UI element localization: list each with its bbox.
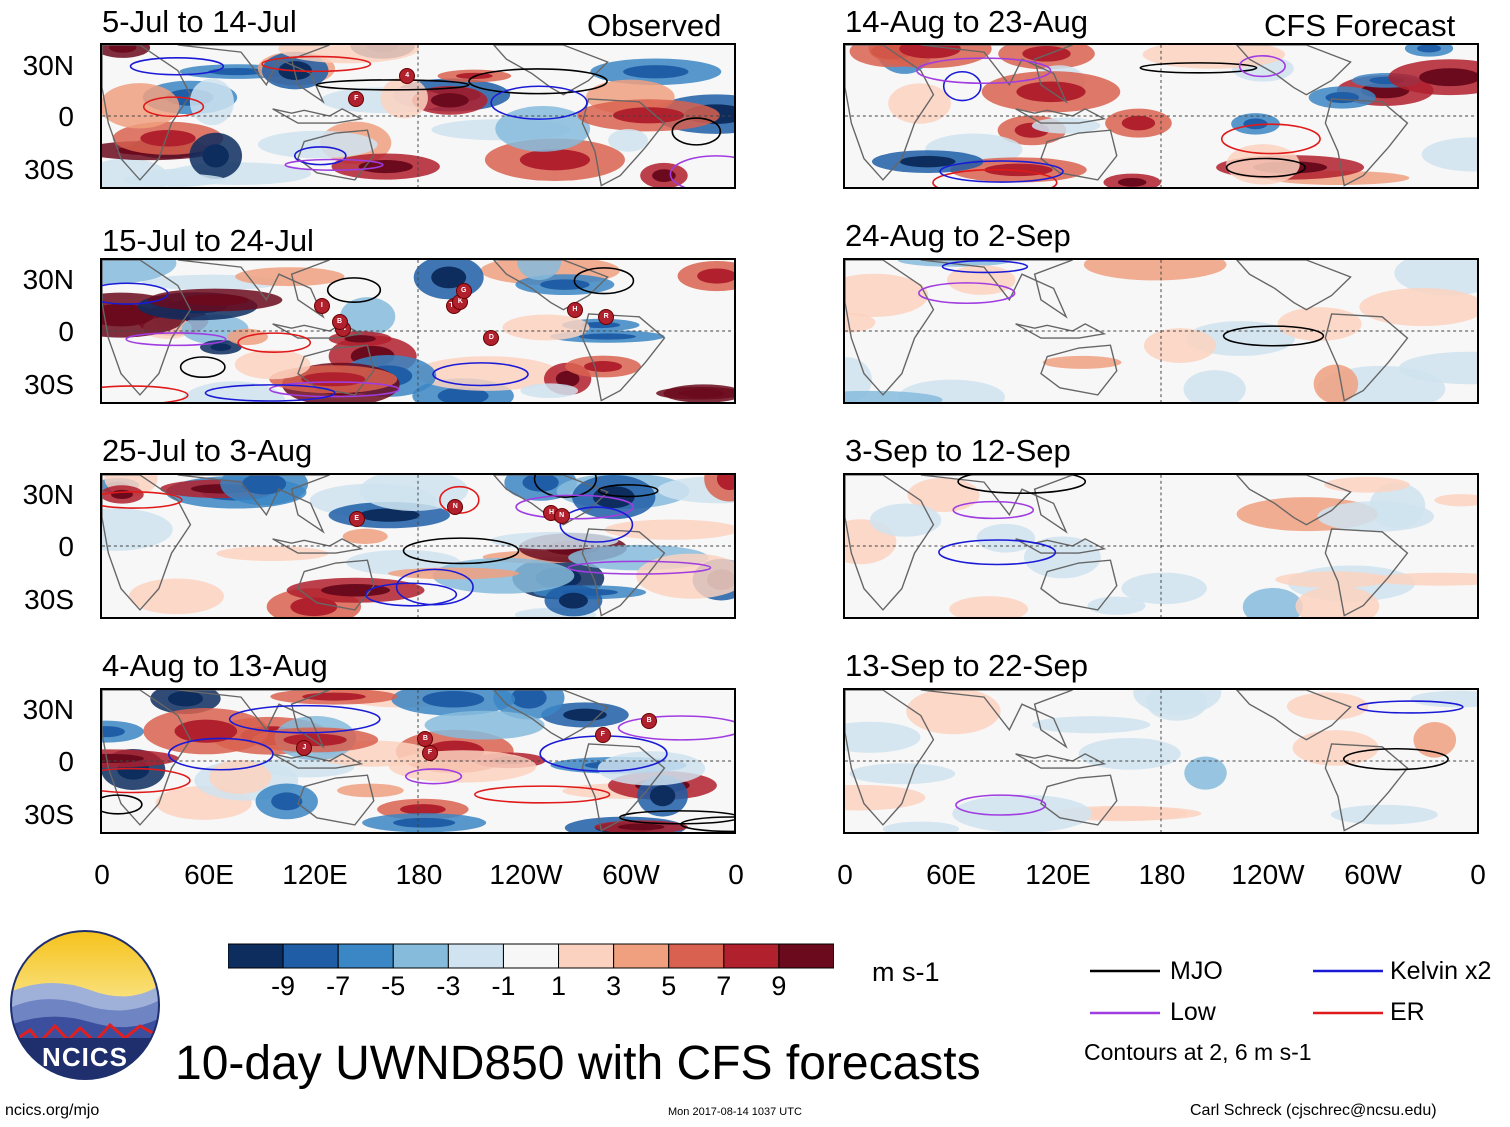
storm-marker: F <box>594 727 611 744</box>
storm-marker: J <box>296 739 313 756</box>
panel-title-4: 4-Aug to 13-Aug <box>102 648 328 683</box>
colorbar-cell <box>447 943 504 969</box>
lon-label: 180 <box>395 859 443 890</box>
lon-label: 60W <box>1344 859 1402 890</box>
lon-label: 0 <box>837 859 853 890</box>
panel-title-2: 15-Jul to 24-Jul <box>102 223 314 258</box>
contour-note: Contours at 2, 6 m s-1 <box>1084 1039 1312 1065</box>
ncics-logo-text: NCICS <box>42 1042 128 1072</box>
storm-marker: F <box>348 90 365 107</box>
panel-title-6: 24-Aug to 2-Sep <box>845 218 1071 253</box>
lon-label: 120E <box>1025 859 1091 890</box>
colorbar-cell <box>228 943 284 969</box>
storm-marker: B <box>417 731 434 748</box>
lon-label: 120W <box>489 859 563 890</box>
storm-marker: G <box>455 283 472 300</box>
header-cfs-forecast: CFS Forecast <box>1264 8 1456 43</box>
colorbar-tick-label: 5 <box>661 971 677 1001</box>
panel-title-1: 5-Jul to 14-Jul <box>102 4 297 39</box>
colorbar-tick-label: -9 <box>271 971 296 1001</box>
storm-marker: 4 <box>399 68 416 85</box>
colorbar-cell <box>502 943 560 969</box>
storm-marker: I <box>313 297 330 314</box>
colorbar-tick-label: 1 <box>551 971 567 1001</box>
colorbar <box>228 943 834 969</box>
map-panel-2: TSRNKBIGHD <box>100 258 736 404</box>
colorbar-tick-label: -7 <box>326 971 351 1001</box>
colorbar-cell <box>613 943 670 969</box>
colorbar-cell <box>392 943 449 969</box>
footer-author: Carl Schreck (cjschrec@ncsu.edu) <box>1190 1102 1437 1119</box>
lon-label: 60W <box>602 859 660 890</box>
lon-label: 0 <box>728 859 744 890</box>
legend-low-label: Low <box>1170 998 1216 1026</box>
lat-label: 0 <box>58 746 74 777</box>
ncics-logo: NCICS <box>10 930 160 1080</box>
legend-er-label: ER <box>1390 998 1425 1026</box>
colorbar-cell <box>337 943 394 969</box>
colorbar-cell <box>558 943 615 969</box>
panel-title-7: 3-Sep to 12-Sep <box>845 433 1071 468</box>
storm-marker: B <box>331 314 348 331</box>
colorbar-cell <box>723 943 780 969</box>
lat-label: 0 <box>58 531 74 562</box>
lat-label: 0 <box>58 101 74 132</box>
colorbar-tick-label: 3 <box>606 971 622 1001</box>
colorbar-tick-label: -5 <box>381 971 406 1001</box>
lat-label: 30S <box>24 799 74 830</box>
storm-marker: R <box>598 309 615 326</box>
lat-label: 30N <box>22 264 74 295</box>
legend-kelvin-label: Kelvin x2 <box>1390 957 1492 985</box>
header-observed: Observed <box>587 8 722 43</box>
panel-title-8: 13-Sep to 22-Sep <box>845 648 1089 683</box>
storm-marker: F <box>422 745 438 762</box>
lon-label: 60E <box>184 859 234 890</box>
lat-label: 0 <box>58 316 74 347</box>
panel-title-5: 14-Aug to 23-Aug <box>845 4 1089 39</box>
lat-label: 30N <box>22 479 74 510</box>
lon-label: 120W <box>1231 859 1305 890</box>
colorbar-tick-label: -3 <box>436 971 461 1001</box>
footer-timestamp: Mon 2017-08-14 1037 UTC <box>668 1106 802 1118</box>
lat-label: 30S <box>24 369 74 400</box>
storm-marker: D <box>483 330 500 347</box>
map-panel-8 <box>843 688 1479 834</box>
map-panel-7 <box>843 473 1479 619</box>
colorbar-cell <box>282 943 339 969</box>
colorbar-tick-label: 9 <box>771 971 787 1001</box>
lon-label: 60E <box>926 859 976 890</box>
colorbar-tick-label: -1 <box>491 971 516 1001</box>
panel-title-3: 25-Jul to 3-Aug <box>102 433 313 468</box>
lat-label: 30S <box>24 154 74 185</box>
lat-label: 30N <box>22 694 74 725</box>
lon-label: 0 <box>94 859 110 890</box>
colorbar-cell <box>778 943 834 969</box>
storm-marker: B <box>641 712 658 729</box>
lon-label: 0 <box>1470 859 1486 890</box>
lon-label: 180 <box>1138 859 1186 890</box>
lon-label: 120E <box>282 859 348 890</box>
lat-label: 30S <box>24 584 74 615</box>
units-label: m s-1 <box>872 957 940 987</box>
colorbar-cell <box>668 943 725 969</box>
legend-mjo-label: MJO <box>1170 957 1223 985</box>
storm-marker: N <box>553 507 570 524</box>
lat-label: 30N <box>22 50 74 81</box>
map-panel-6 <box>843 258 1479 404</box>
storm-marker: H <box>566 301 583 318</box>
colorbar-tick-label: 7 <box>716 971 732 1001</box>
footer-website[interactable]: ncics.org/mjo <box>5 1102 100 1119</box>
map-panel-5 <box>843 43 1479 189</box>
storm-marker: E <box>348 510 365 527</box>
contour-legend-lines <box>1090 969 1383 1015</box>
storm-marker: N <box>447 498 464 515</box>
chart-title: 10-day UWND850 with CFS forecasts <box>175 1037 981 1090</box>
